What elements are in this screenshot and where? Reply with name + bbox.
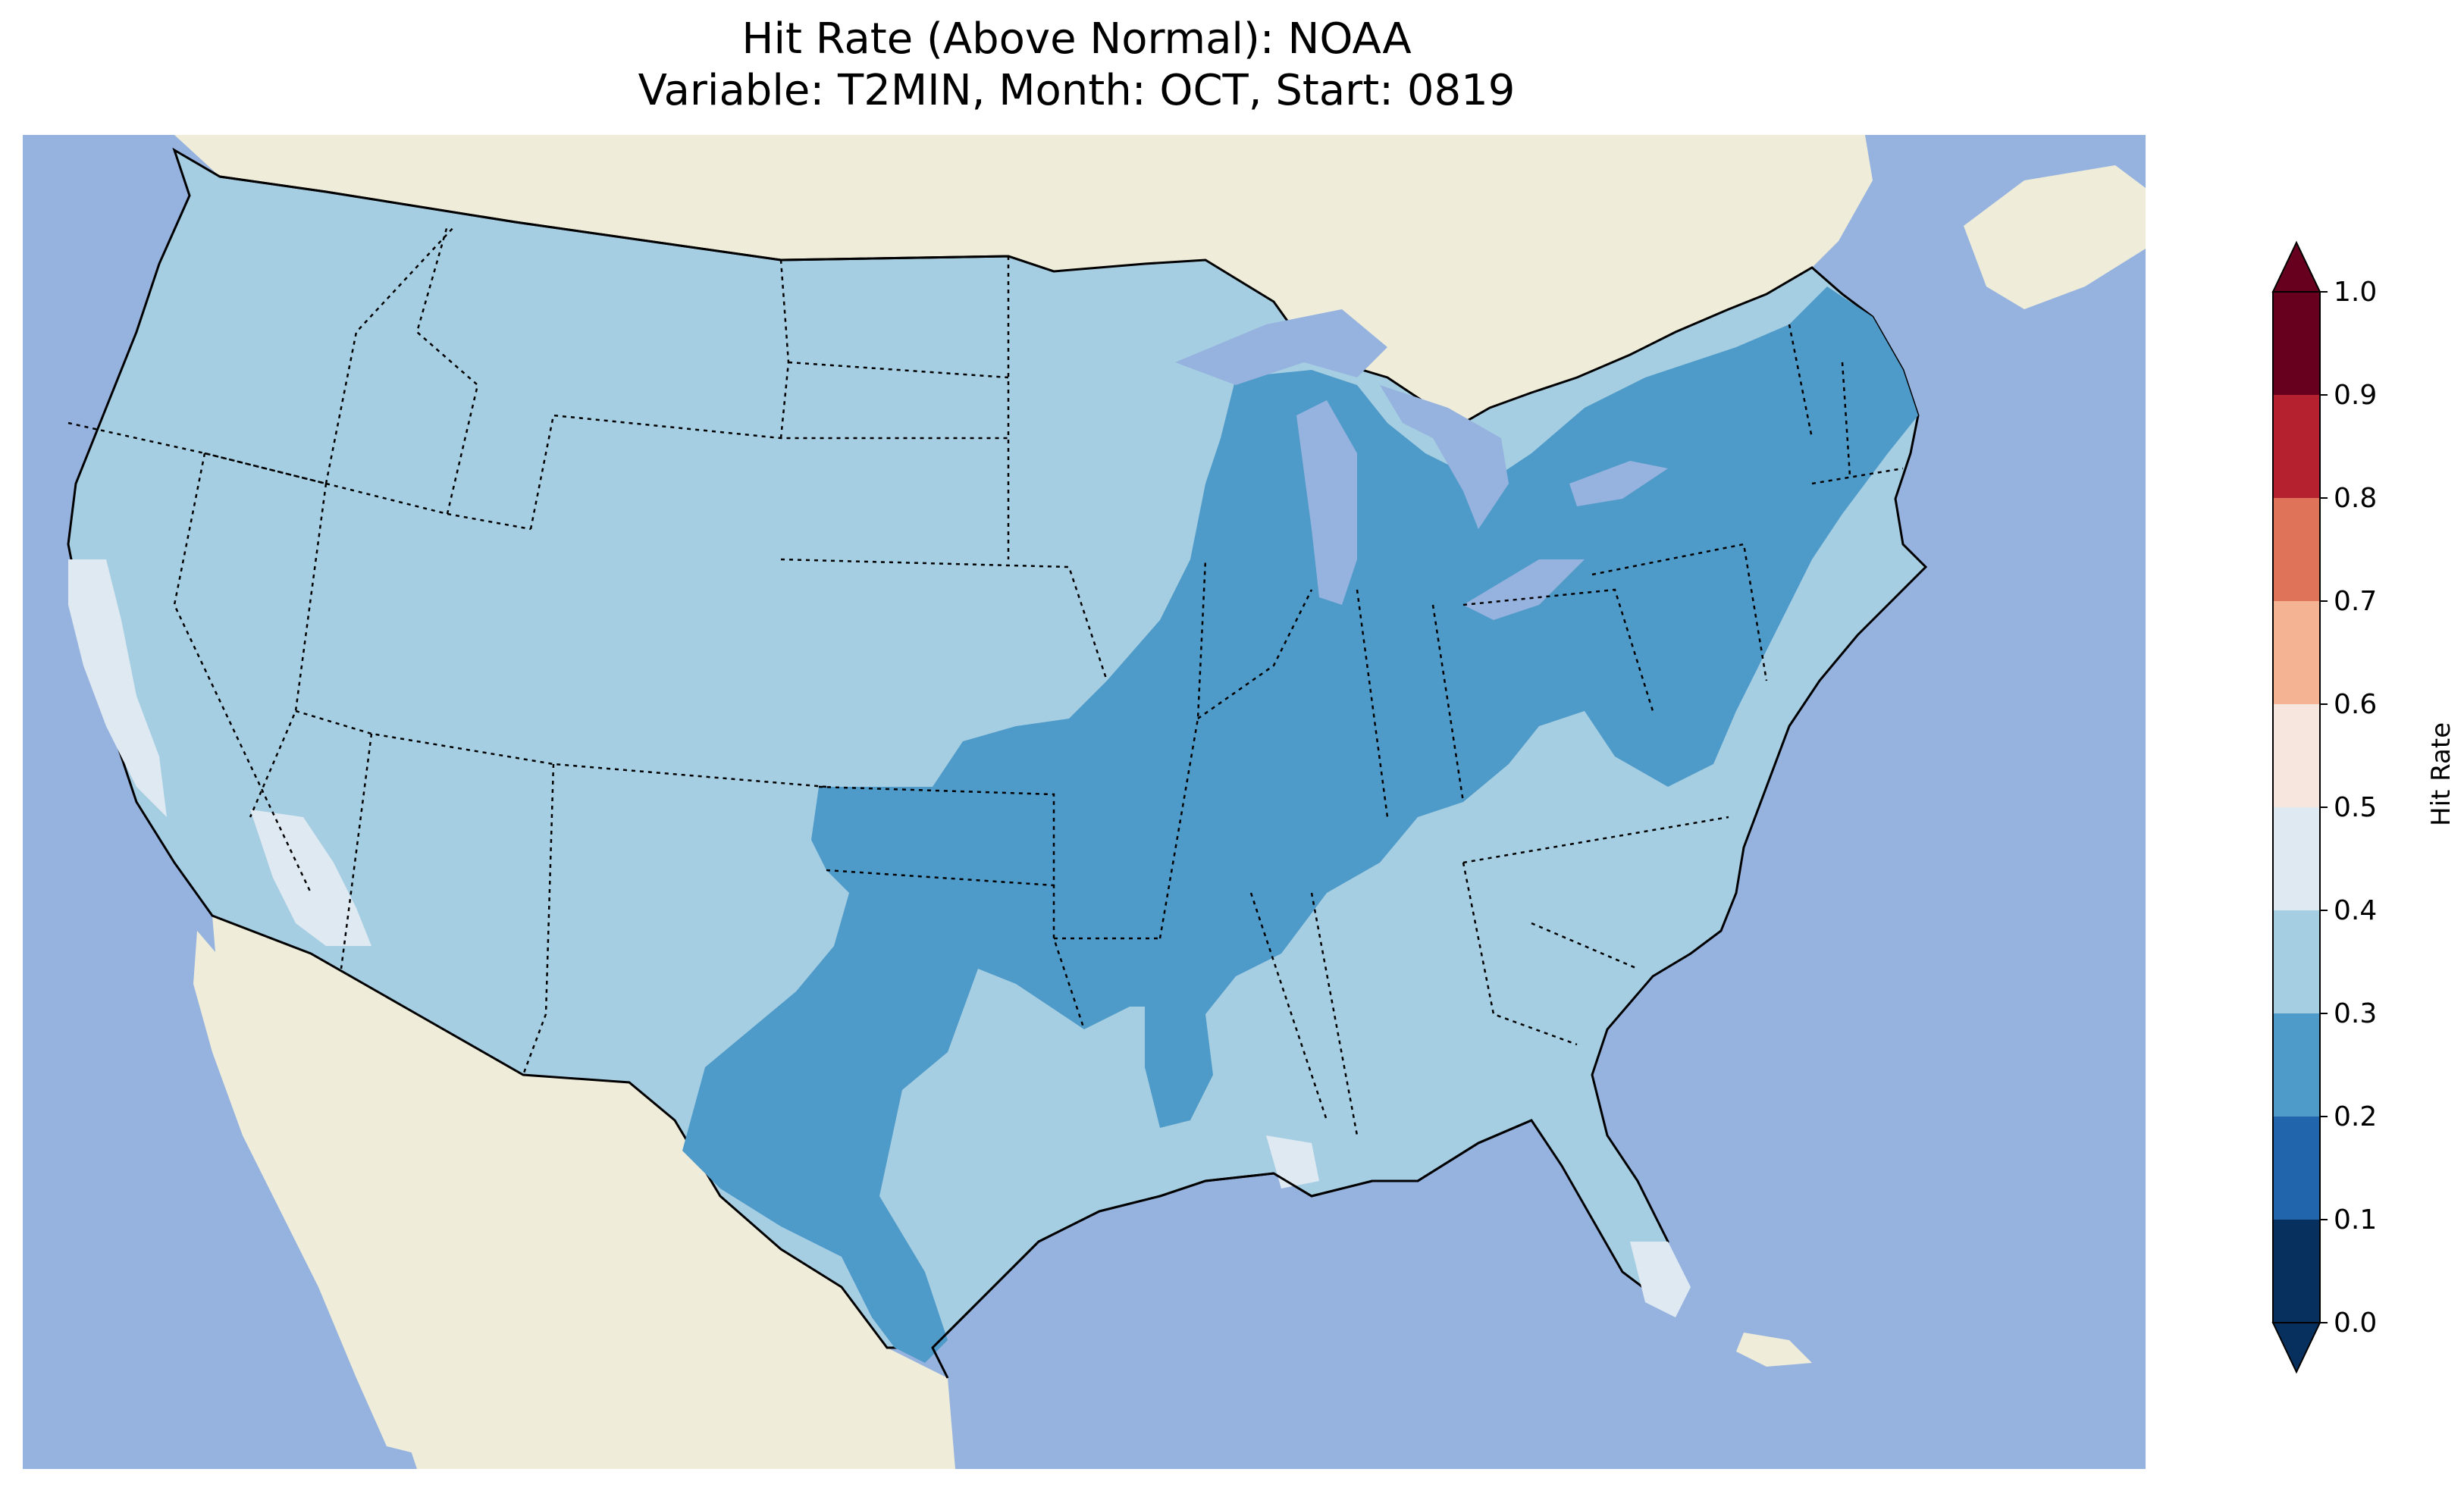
colorbar-segment [2273,1117,2320,1220]
gulf-coast-line [931,1119,1532,1379]
colorbar-tick-label: 0.3 [2334,998,2377,1029]
region-0.4-0.5-california [68,559,167,817]
chart-title: Hit Rate (Above Normal): NOAA Variable: … [0,14,2153,117]
region-0.4-0.5-louisiana [1266,1135,1319,1189]
colorbar-segment [2273,498,2320,601]
colorbar-segment [2273,1013,2320,1117]
colorbar-tick-label: 0.8 [2334,483,2377,514]
baja-land [193,931,417,1454]
region-0.2-0.3-central [682,287,1918,1363]
colorbar-tick-label: 0.4 [2334,895,2377,926]
colorbar-segment [2273,910,2320,1013]
colorbar: 0.0 0.1 0.2 0.3 0.4 0.5 0.6 0.7 0.8 0.9 1.0 [2271,240,2377,1374]
canada-land [174,135,1873,423]
colorbar-tick-label: 0.9 [2334,380,2377,411]
colorbar-segment [2273,1220,2320,1323]
colorbar-segment [2273,807,2320,910]
colorbar-tick-label: 0.7 [2334,586,2377,617]
title-line-2: Variable: T2MIN, Month: OCT, Start: 0819 [638,66,1516,115]
colorbar-segment [2273,395,2320,498]
region-0.4-0.5-florida [1630,1242,1691,1317]
region-0.4-0.5-nevada [250,810,371,946]
cuba-land [1736,1333,1812,1367]
colorbar-tick-label: 0.5 [2334,792,2377,823]
colorbar-tick-label: 1.0 [2334,277,2377,308]
state-boundaries [67,225,1904,1136]
colorbar-tick-label: 0.6 [2334,689,2377,720]
conus-hit-rate-map [23,135,2146,1469]
colorbar-segment [2273,601,2320,704]
colorbar-tick-label: 0.2 [2334,1101,2377,1132]
colorbar-tick-label: 0.0 [2334,1308,2377,1339]
maritime-land [1964,165,2146,309]
colorbar-segment [2273,704,2320,807]
great-lakes [1175,309,1668,620]
colorbar-label: Hit Rate [2426,722,2456,826]
title-line-1: Hit Rate (Above Normal): NOAA [741,14,1412,64]
colorbar-segment [2273,292,2320,395]
colorbar-extend-max [2271,240,2321,293]
colorbar-extend-min [2271,1322,2321,1374]
colorbar-tick-label: 0.1 [2334,1204,2377,1236]
us-canada-border [219,175,1055,273]
mexico-land [212,916,955,1469]
